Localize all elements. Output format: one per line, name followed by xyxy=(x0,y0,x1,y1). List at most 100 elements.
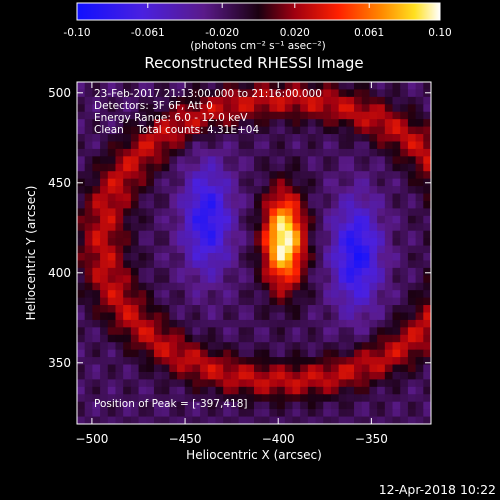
heatmap-cell xyxy=(177,148,186,157)
heatmap-cell xyxy=(354,96,363,105)
heatmap-cell xyxy=(100,230,109,239)
heatmap-cell xyxy=(292,275,301,284)
heatmap-cell xyxy=(223,163,232,172)
heatmap-cell xyxy=(92,401,101,410)
heatmap-cell xyxy=(169,401,178,410)
heatmap-cell xyxy=(346,260,355,269)
heatmap-cell xyxy=(107,409,117,418)
heatmap-cell xyxy=(146,349,155,358)
heatmap-cell xyxy=(300,319,309,328)
heatmap-cell xyxy=(146,394,155,403)
heatmap-cell xyxy=(161,319,170,328)
heatmap-cell xyxy=(384,208,394,217)
heatmap-cell xyxy=(223,126,232,135)
heatmap-cell xyxy=(238,394,247,403)
heatmap-cell xyxy=(307,334,317,343)
heatmap-cell xyxy=(361,379,371,388)
heatmap-cell xyxy=(92,193,101,202)
heatmap-cell xyxy=(354,327,363,336)
heatmap-cell xyxy=(377,104,386,113)
heatmap-cell xyxy=(123,186,132,195)
heatmap-cell xyxy=(92,245,101,254)
heatmap-cell xyxy=(346,126,355,135)
heatmap-cell xyxy=(330,386,340,395)
heatmap-cell xyxy=(307,267,317,276)
heatmap-cell xyxy=(338,364,347,373)
heatmap-cell xyxy=(415,186,424,195)
heatmap-cell xyxy=(84,312,93,321)
heatmap-cell xyxy=(423,200,431,209)
heatmap-cell xyxy=(169,260,178,269)
heatmap-cell xyxy=(254,89,263,98)
heatmap-cell xyxy=(261,156,270,165)
heatmap-cell xyxy=(346,401,355,410)
heatmap-cell xyxy=(277,305,286,314)
heatmap-cell xyxy=(153,126,163,135)
heatmap-cell xyxy=(315,327,324,336)
heatmap-cell xyxy=(400,401,409,410)
heatmap-cell xyxy=(215,416,224,424)
heatmap-cell xyxy=(338,238,347,247)
heatmap-cell xyxy=(292,134,301,143)
heatmap-cell xyxy=(323,156,332,165)
heatmap-cell xyxy=(254,282,263,291)
heatmap-cell xyxy=(238,327,247,336)
heatmap-cell xyxy=(153,379,163,388)
heatmap-cell xyxy=(84,416,93,424)
heatmap-cell xyxy=(384,245,394,254)
heatmap-cell xyxy=(269,215,278,224)
heatmap-cell xyxy=(354,126,363,135)
heatmap-cell xyxy=(284,297,294,306)
heatmap-cell xyxy=(115,371,124,380)
heatmap-cell xyxy=(115,104,124,113)
heatmap-cell xyxy=(269,82,278,91)
heatmap-cell xyxy=(392,96,401,105)
heatmap-cell xyxy=(361,134,371,143)
heatmap-cell xyxy=(407,401,417,410)
heatmap-cell xyxy=(138,379,147,388)
heatmap-cell xyxy=(361,267,371,276)
heatmap-cell xyxy=(361,319,371,328)
heatmap-cell xyxy=(238,260,247,269)
heatmap-cell xyxy=(84,171,93,180)
heatmap-cell xyxy=(184,297,194,306)
heatmap-cell xyxy=(77,364,86,373)
heatmap-cell xyxy=(407,96,417,105)
heatmap-cell xyxy=(369,379,378,388)
heatmap-cell xyxy=(207,82,217,91)
heatmap-cell xyxy=(207,178,217,187)
heatmap-cell xyxy=(423,364,431,373)
heatmap-cell xyxy=(200,193,209,202)
heatmap-cell xyxy=(238,238,247,247)
heatmap-cell xyxy=(269,401,278,410)
heatmap-cell xyxy=(146,126,155,135)
heatmap-cell xyxy=(423,82,431,91)
heatmap-cell xyxy=(361,141,371,150)
heatmap-cell xyxy=(223,327,232,336)
heatmap-cell xyxy=(369,260,378,269)
annotation-detectors: Detectors: 3F 6F, Att 0 xyxy=(94,100,213,112)
heatmap-cell xyxy=(323,342,332,351)
heatmap-cell xyxy=(138,200,147,209)
heatmap-cell xyxy=(261,364,270,373)
heatmap-cell xyxy=(207,416,217,424)
heatmap-cell xyxy=(292,119,301,128)
heatmap-cell xyxy=(130,342,140,351)
heatmap-cell xyxy=(400,253,409,262)
heatmap-cell xyxy=(361,305,371,314)
heatmap-cell xyxy=(423,379,431,388)
heatmap-cell xyxy=(153,193,163,202)
heatmap-cell xyxy=(146,156,155,165)
heatmap-cell xyxy=(169,267,178,276)
heatmap-cell xyxy=(92,290,101,299)
heatmap-cell xyxy=(254,305,263,314)
heatmap-cell xyxy=(323,208,332,217)
heatmap-cell xyxy=(407,104,417,113)
heatmap-cell xyxy=(292,215,301,224)
heatmap-cell xyxy=(307,386,317,395)
heatmap-cell xyxy=(246,282,255,291)
heatmap-cell xyxy=(153,215,163,224)
heatmap-cell xyxy=(346,349,355,358)
heatmap-cell xyxy=(184,416,194,424)
